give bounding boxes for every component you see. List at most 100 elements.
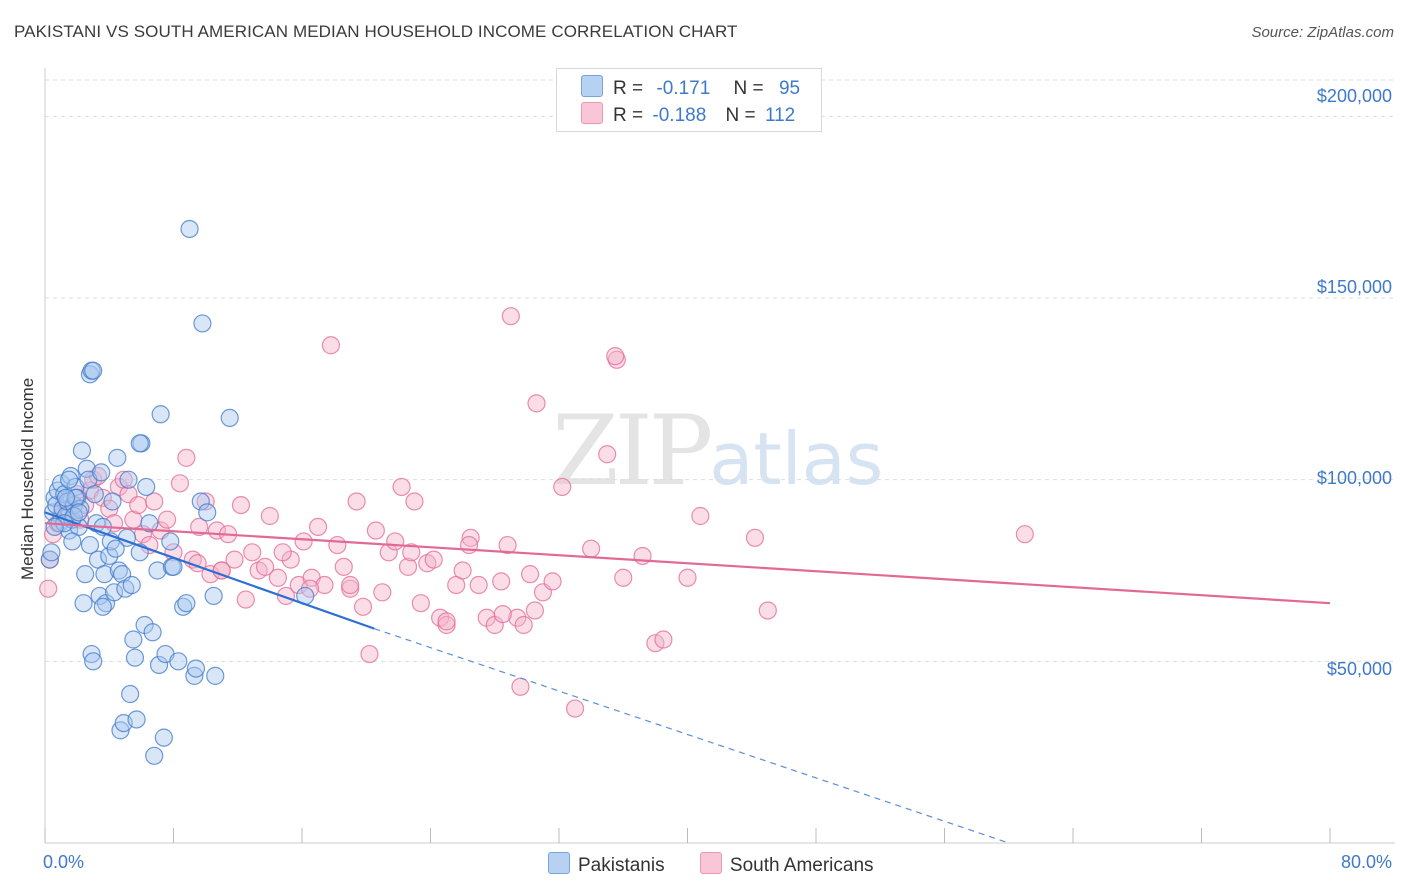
south-american-point xyxy=(498,535,517,555)
south-american-point xyxy=(527,394,546,413)
pakistani-point xyxy=(186,659,206,678)
south-american-point xyxy=(493,604,512,624)
south-american-point xyxy=(691,506,710,526)
pakistani-point xyxy=(127,710,146,729)
south-american-point xyxy=(424,550,443,569)
pakistani-point xyxy=(193,314,212,333)
south-american-point xyxy=(633,546,652,566)
south-american-point xyxy=(39,579,58,598)
x-tick-label-min: 0.0% xyxy=(43,852,85,872)
pakistani-point xyxy=(137,477,156,497)
south-american-point xyxy=(236,590,255,609)
pakistani-point xyxy=(69,503,88,522)
watermark-atlas: atlas xyxy=(709,417,884,501)
south-american-point xyxy=(341,575,360,595)
south-american-point xyxy=(525,601,545,620)
south-american-point xyxy=(405,492,424,511)
y-tick-label-100000: $100,000 xyxy=(1316,468,1392,488)
pakistani-point xyxy=(40,550,59,569)
pakistani-trend-extension xyxy=(374,628,1009,844)
pakistani-point xyxy=(108,448,127,467)
pakistani-point xyxy=(125,648,145,667)
pakistani-point xyxy=(85,485,104,504)
south-american-point xyxy=(511,677,530,696)
south-american-point xyxy=(606,347,625,366)
pakistani-point xyxy=(100,546,119,566)
pakistani-point xyxy=(82,644,101,664)
pakistani-point xyxy=(80,535,100,555)
pakistani-point xyxy=(204,586,223,606)
chart-title: PAKISTANI VS SOUTH AMERICAN MEDIAN HOUSE… xyxy=(14,22,738,41)
pakistani-point xyxy=(56,488,75,507)
south-american-point xyxy=(514,615,533,635)
legend-r-label: R = xyxy=(613,105,644,126)
south-american-point xyxy=(654,630,673,649)
south-american-point xyxy=(678,568,697,587)
south-american-point xyxy=(411,594,430,613)
y-tick-label-150000: $150,000 xyxy=(1316,277,1392,297)
pakistani-point xyxy=(119,470,138,489)
pakistani-point xyxy=(63,532,82,551)
legend-n-value: 112 xyxy=(764,105,796,126)
pakistani-point xyxy=(76,565,95,584)
south-american-point xyxy=(308,517,328,537)
pakistani-point xyxy=(74,594,93,613)
south-american-point xyxy=(402,543,421,562)
south-american-point xyxy=(492,572,511,591)
south-american-point xyxy=(360,644,379,664)
south-american-point xyxy=(543,572,562,591)
pakistani-point xyxy=(198,503,217,522)
pakistani-trend-line xyxy=(44,511,375,630)
legend-row-south-americans: R = -0.188 N = 112 xyxy=(581,102,795,126)
legend-swatch-blue xyxy=(581,75,603,97)
pakistani-point xyxy=(121,684,140,704)
pakistani-point xyxy=(45,517,64,537)
legend-r-value: -0.188 xyxy=(652,105,707,126)
pakistani-point xyxy=(104,583,124,602)
pakistani-point xyxy=(66,488,85,507)
south-american-point xyxy=(273,543,292,562)
south-american-point xyxy=(328,535,347,555)
pakistani-point xyxy=(185,666,204,685)
legend-n-label: N = xyxy=(733,78,764,99)
pakistani-point xyxy=(191,492,210,511)
south-american-point xyxy=(437,612,456,631)
legend-label-south-americans: South Americans xyxy=(729,855,874,876)
south-american-point xyxy=(170,474,190,493)
south-american-point xyxy=(745,528,765,547)
pakistani-point xyxy=(143,623,162,642)
south-american-point xyxy=(520,565,540,584)
x-tick-label-max: 80.0% xyxy=(1340,852,1392,872)
pakistani-point xyxy=(130,434,149,453)
pakistani-point xyxy=(151,405,170,424)
pakistani-point xyxy=(84,652,103,671)
south-american-point xyxy=(386,532,405,551)
pakistani-point xyxy=(177,594,196,613)
south-american-point xyxy=(758,601,777,620)
south-american-point xyxy=(508,608,527,627)
south-american-point xyxy=(598,445,617,464)
south-american-point xyxy=(461,528,480,547)
pakistani-point xyxy=(59,470,79,489)
watermark: ZIPatlas xyxy=(552,395,883,507)
pakistani-point xyxy=(93,597,112,616)
south-american-point xyxy=(614,568,633,587)
south-american-point xyxy=(1015,525,1034,544)
pakistani-point xyxy=(122,575,141,595)
pakistani-point xyxy=(206,666,225,685)
south-american-point xyxy=(243,543,262,562)
south-american-point xyxy=(276,586,296,606)
south-american-point xyxy=(177,448,196,467)
south-american-point xyxy=(398,557,418,576)
south-american-point xyxy=(565,699,585,718)
pakistani-point xyxy=(220,408,239,427)
legend-swatch-pink xyxy=(581,102,603,124)
pakistani-point xyxy=(161,532,180,551)
south-american-point xyxy=(294,532,313,551)
south-american-point xyxy=(260,506,279,526)
pakistani-point xyxy=(42,543,61,562)
south-american-point xyxy=(145,492,164,511)
pakistani-point xyxy=(169,652,188,671)
pakistani-point xyxy=(154,728,173,747)
south-american-point xyxy=(225,550,244,569)
